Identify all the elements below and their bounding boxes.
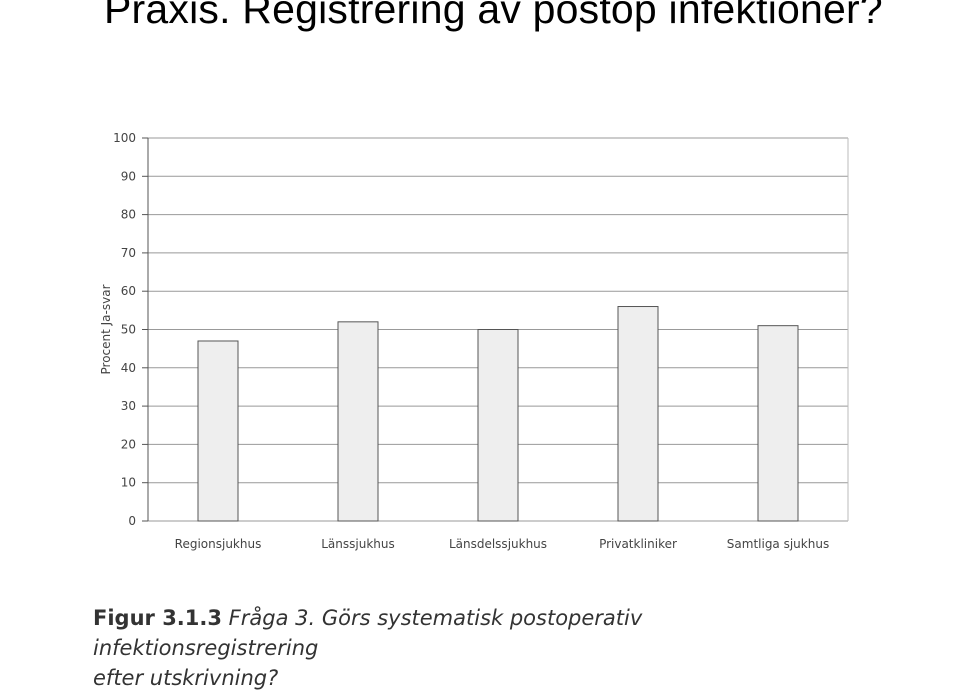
- x-tick-label: Länssjukhus: [321, 537, 395, 551]
- y-tick-label: 80: [121, 208, 136, 222]
- bar: [617, 306, 659, 522]
- figure-label: Figur 3.1.3: [93, 606, 222, 630]
- x-tick-label: Samtliga sjukhus: [727, 537, 829, 551]
- figure-caption-text-line2: efter utskrivning?: [93, 666, 279, 690]
- y-tick-label: 50: [121, 323, 136, 337]
- y-tick-label: 10: [121, 476, 136, 490]
- x-tick-label: Privatkliniker: [599, 537, 677, 551]
- y-tick-label: 20: [121, 437, 136, 451]
- bar-layer: [197, 306, 799, 522]
- y-tick-label: 0: [128, 514, 136, 528]
- figure-caption: Figur 3.1.3 Fråga 3. Görs systematisk po…: [93, 603, 813, 693]
- bar: [337, 321, 379, 522]
- bar: [757, 325, 799, 522]
- bar: [477, 329, 519, 522]
- y-tick-label: 70: [121, 246, 136, 260]
- y-axis-label: Procent Ja-svar: [99, 284, 113, 374]
- y-tick-label: 30: [121, 399, 136, 413]
- x-tick-label: Regionsjukhus: [175, 537, 262, 551]
- y-tick-label: 40: [121, 361, 136, 375]
- bar-chart: 0 10 20 30 40 50 60 70 80 90 100 Regionsjukhus Länss…: [99, 131, 849, 551]
- chart-area: 0 10 20 30 40 50 60 70 80 90 100 Regionsjukhus Länss…: [99, 131, 849, 551]
- figure-caption-text: Fråga 3. Görs systematisk postoperativ i…: [93, 606, 643, 660]
- slide-title: Praxis. Registrering av postop infektion…: [104, 0, 883, 32]
- y-tick-label: 90: [121, 169, 136, 183]
- x-tick-label: Länsdelssjukhus: [449, 537, 547, 551]
- y-tick-label: 60: [121, 284, 136, 298]
- tick-layer: 0 10 20 30 40 50 60 70 80 90 100 Regionsjukhus Länss…: [113, 131, 829, 551]
- bar: [197, 340, 239, 522]
- y-tick-label: 100: [113, 131, 136, 145]
